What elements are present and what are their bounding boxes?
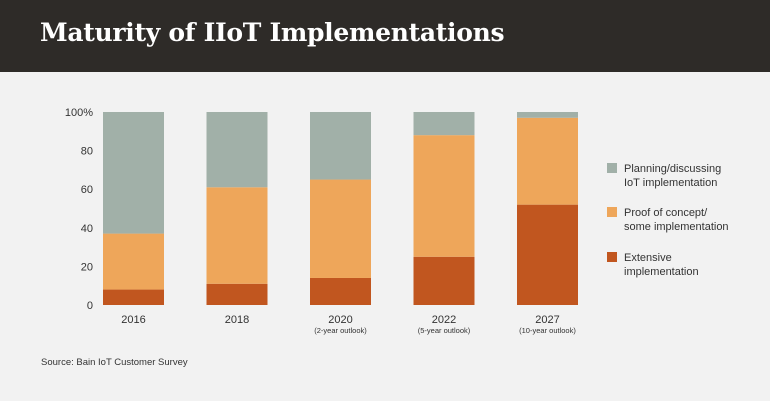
legend-label-extensive: Extensive <box>624 252 672 264</box>
source-note: Source: Bain IoT Customer Survey <box>41 357 188 368</box>
bar-segment-proof-2027 <box>517 117 578 205</box>
x-tick-label: 2018 <box>225 314 249 326</box>
page-title: Maturity of IIoT Implementations <box>40 18 505 47</box>
bar-segment-extensive-2020 <box>310 277 371 305</box>
bar-segment-extensive-2018 <box>206 283 268 305</box>
y-tick-label: 0 <box>87 300 93 312</box>
x-tick-sublabel: (5-year outlook) <box>418 326 471 335</box>
legend-label-proof: Proof of concept/ <box>624 207 708 219</box>
bar-segment-planning-2018 <box>206 112 268 188</box>
x-tick-label: 2020 <box>328 314 352 326</box>
bar-segment-proof-2020 <box>310 179 371 278</box>
y-tick-label: 60 <box>81 184 93 196</box>
bar-segment-extensive-2022 <box>413 256 475 305</box>
x-tick-label: 2016 <box>121 314 145 326</box>
x-tick-label: 2022 <box>432 314 456 326</box>
bar-segment-proof-2016 <box>103 233 164 290</box>
bar-segment-proof-2022 <box>413 135 475 257</box>
bar-segment-planning-2027 <box>517 112 578 118</box>
y-tick-label: 20 <box>81 261 93 273</box>
bar-segment-extensive-2016 <box>103 289 164 305</box>
x-tick-sublabel: (10-year outlook) <box>519 326 576 335</box>
legend-label-planning: IoT implementation <box>624 177 717 189</box>
legend-label-extensive: implementation <box>624 266 699 278</box>
bar-segment-extensive-2027 <box>517 204 578 305</box>
legend-swatch-extensive <box>607 252 617 262</box>
y-tick-label: 80 <box>81 146 93 158</box>
x-tick-sublabel: (2-year outlook) <box>314 326 367 335</box>
bar-segment-planning-2020 <box>310 112 371 180</box>
legend-swatch-proof <box>607 207 617 217</box>
y-tick-label: 40 <box>81 223 93 235</box>
x-tick-label: 2027 <box>535 314 559 326</box>
bar-segment-planning-2016 <box>103 112 164 234</box>
header-bar: Maturity of IIoT Implementations <box>0 0 770 72</box>
legend-label-proof: some implementation <box>624 221 729 233</box>
bar-segment-planning-2022 <box>413 112 475 136</box>
legend-swatch-planning <box>607 163 617 173</box>
y-tick-label: 100% <box>65 107 93 119</box>
legend-label-planning: Planning/discussing <box>624 163 721 175</box>
bar-segment-proof-2018 <box>206 187 268 284</box>
